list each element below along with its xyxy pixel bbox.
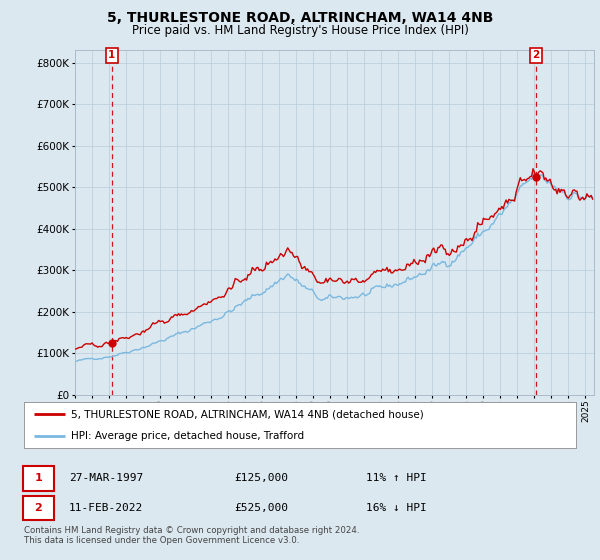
Text: 2: 2	[35, 503, 42, 513]
Text: 11-FEB-2022: 11-FEB-2022	[69, 503, 143, 513]
Text: Contains HM Land Registry data © Crown copyright and database right 2024.
This d: Contains HM Land Registry data © Crown c…	[24, 526, 359, 545]
Text: 5, THURLESTONE ROAD, ALTRINCHAM, WA14 4NB (detached house): 5, THURLESTONE ROAD, ALTRINCHAM, WA14 4N…	[71, 409, 424, 419]
Text: 27-MAR-1997: 27-MAR-1997	[69, 473, 143, 483]
Text: HPI: Average price, detached house, Trafford: HPI: Average price, detached house, Traf…	[71, 431, 304, 441]
Text: Price paid vs. HM Land Registry's House Price Index (HPI): Price paid vs. HM Land Registry's House …	[131, 24, 469, 36]
Text: £125,000: £125,000	[234, 473, 288, 483]
Text: £525,000: £525,000	[234, 503, 288, 513]
Text: 1: 1	[108, 50, 115, 60]
Text: 11% ↑ HPI: 11% ↑ HPI	[366, 473, 427, 483]
Text: 16% ↓ HPI: 16% ↓ HPI	[366, 503, 427, 513]
Text: 2: 2	[532, 50, 539, 60]
Text: 1: 1	[35, 473, 42, 483]
Text: 5, THURLESTONE ROAD, ALTRINCHAM, WA14 4NB: 5, THURLESTONE ROAD, ALTRINCHAM, WA14 4N…	[107, 11, 493, 25]
